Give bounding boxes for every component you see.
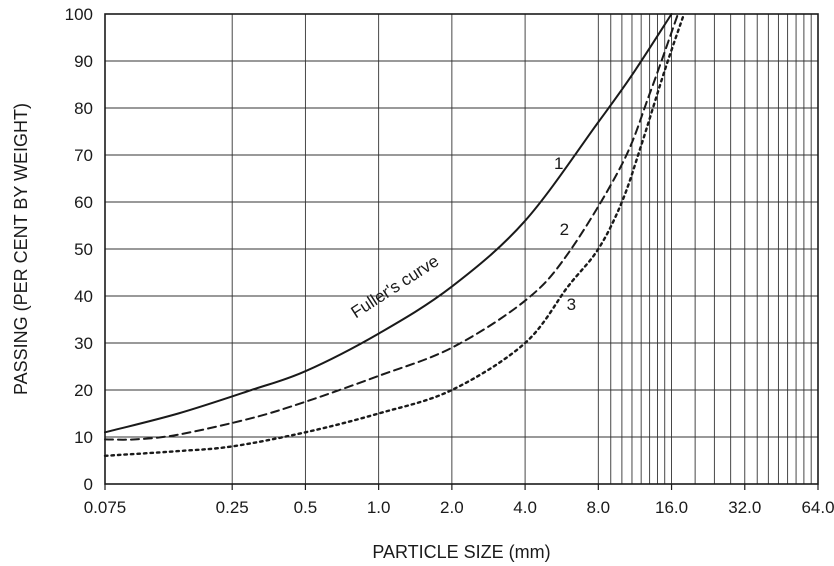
curve-number-label: 3 xyxy=(567,295,576,314)
fullers-curve-label: Fuller's curve xyxy=(348,251,443,322)
y-tick-label: 100 xyxy=(65,5,93,24)
x-axis-title: PARTICLE SIZE (mm) xyxy=(372,542,550,562)
grid xyxy=(104,13,819,490)
x-tick-label: 16.0 xyxy=(655,498,688,517)
y-axis-title: PASSING (PER CENT BY WEIGHT) xyxy=(11,103,31,395)
curve-number-label: 1 xyxy=(554,154,563,173)
y-tick-label: 0 xyxy=(84,475,93,494)
y-tick-label: 70 xyxy=(74,146,93,165)
x-tick-label: 0.5 xyxy=(294,498,318,517)
y-tick-label: 20 xyxy=(74,381,93,400)
x-tick-label: 1.0 xyxy=(367,498,391,517)
x-tick-label: 32.0 xyxy=(728,498,761,517)
y-tick-label: 10 xyxy=(74,428,93,447)
y-tick-label: 80 xyxy=(74,99,93,118)
curve-number-label: 2 xyxy=(560,220,569,239)
plot-frame xyxy=(104,13,819,485)
x-tick-label: 4.0 xyxy=(513,498,537,517)
tick-labels: 0 10 20 30 40 50 60 70 80 90 100 0.075 0.25 0.5 1.0 2.0… xyxy=(65,5,834,517)
series-lines xyxy=(103,12,686,457)
x-tick-label: 2.0 xyxy=(440,498,464,517)
y-tick-label: 40 xyxy=(74,287,93,306)
series-line-3 xyxy=(103,12,686,457)
annotations: Fuller's curve 1 2 3 xyxy=(348,154,577,322)
x-tick-label: 0.25 xyxy=(216,498,249,517)
y-tick-label: 50 xyxy=(74,240,93,259)
x-tick-label: 64.0 xyxy=(801,498,834,517)
series-line-2 xyxy=(104,13,679,441)
y-tick-label: 30 xyxy=(74,334,93,353)
y-tick-label: 90 xyxy=(74,52,93,71)
series-line-1 xyxy=(104,13,673,434)
x-tick-label: 8.0 xyxy=(587,498,611,517)
x-tick-label: 0.075 xyxy=(84,498,127,517)
y-tick-label: 60 xyxy=(74,193,93,212)
